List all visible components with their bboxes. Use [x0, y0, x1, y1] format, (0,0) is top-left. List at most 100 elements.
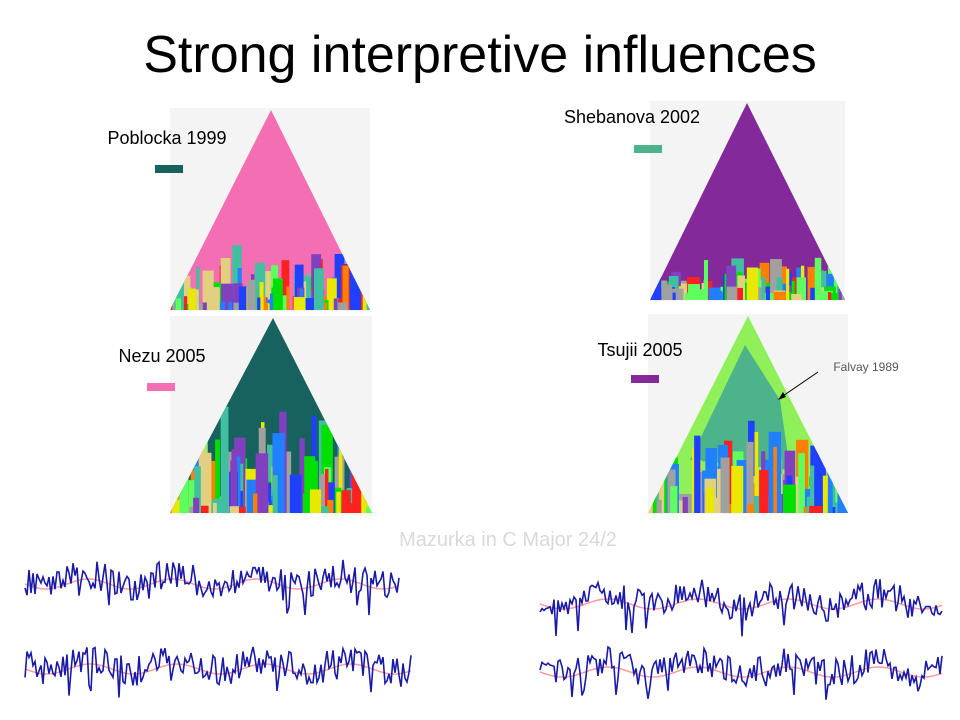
- noise-cell: [261, 271, 271, 310]
- noise-cell: [814, 257, 822, 300]
- noise-cell: [305, 298, 318, 310]
- noise-cell: [259, 302, 269, 310]
- noise-cell: [807, 266, 817, 300]
- noise-cell: [759, 470, 769, 513]
- annotation: Falvay 1989: [833, 360, 899, 374]
- noise-cell: [776, 277, 783, 300]
- noise-cell: [782, 484, 796, 513]
- noise-cell: [764, 292, 776, 300]
- noise-cell: [326, 278, 337, 310]
- noise-cell: [726, 265, 737, 300]
- noise-cell: [706, 488, 714, 513]
- wave: [24, 559, 400, 616]
- noise-cell: [319, 473, 326, 513]
- noise-cell: [830, 293, 839, 300]
- noise-cell: [761, 276, 766, 300]
- noise-cell: [202, 302, 209, 310]
- noise-cell: [731, 465, 744, 513]
- noise-cell: [338, 302, 348, 310]
- noise-cell: [796, 277, 806, 300]
- noise-cell: [238, 286, 247, 310]
- noise-cell: [268, 505, 273, 513]
- noise-cell: [289, 474, 302, 513]
- noise-cell: [847, 491, 848, 513]
- noise-cell: [754, 431, 759, 513]
- noise-cell: [664, 455, 669, 513]
- noise-cell: [200, 505, 209, 513]
- noise-cell: [319, 506, 329, 513]
- noise-cell: [746, 267, 759, 300]
- noise-cell: [215, 439, 220, 513]
- noise-cell: [746, 441, 754, 513]
- noise-cell: [791, 280, 795, 300]
- noise-cell: [266, 444, 274, 513]
- noise-cell: [236, 456, 241, 513]
- noise-cell: [655, 287, 662, 300]
- noise-cell: [334, 254, 345, 310]
- noise-cell: [820, 475, 832, 513]
- noise-cell: [682, 496, 688, 513]
- noise-cell: [309, 489, 322, 513]
- noise-cell: [194, 466, 201, 513]
- noise-cell: [341, 490, 351, 513]
- noise-cell: [257, 297, 261, 310]
- noise-cell: [228, 301, 233, 310]
- noise-cell: [259, 282, 264, 310]
- noise-cell: [183, 275, 191, 310]
- noise-cell: [212, 502, 217, 513]
- noise-cell: [230, 460, 238, 513]
- legend-swatch: [147, 383, 175, 391]
- noise-cell: [656, 499, 662, 513]
- noise-cell: [827, 472, 833, 513]
- noise-cell: [272, 278, 283, 310]
- noise-cell: [365, 506, 372, 513]
- noise-cell: [838, 502, 843, 513]
- noise-cell: [206, 287, 220, 310]
- annotation-arrow: [779, 371, 819, 399]
- panel-label: Poblocka 1999: [107, 128, 226, 148]
- noise-cell: [680, 283, 690, 300]
- noise-cell: [770, 259, 782, 300]
- noise-cell: [286, 451, 292, 513]
- noise-cell: [336, 491, 341, 513]
- noise-cell: [338, 441, 343, 513]
- noise-group: [648, 400, 848, 513]
- noise-cell: [791, 293, 802, 300]
- noise-cell: [253, 493, 258, 513]
- noise-cell: [293, 297, 306, 310]
- noise-cell: [234, 506, 246, 513]
- noise-cell: [726, 286, 738, 300]
- noise-cell: [342, 265, 349, 310]
- noise-cell: [703, 260, 709, 300]
- noise-cell: [233, 283, 243, 310]
- noise-cell: [174, 275, 184, 310]
- noise-cell: [659, 284, 672, 300]
- noise-cell: [313, 268, 324, 310]
- slide-title: Strong interpretive influences: [143, 26, 817, 84]
- noise-cell: [286, 286, 290, 310]
- noise-cell: [773, 291, 786, 300]
- wave: [539, 578, 943, 637]
- noise-cell: [835, 502, 839, 513]
- noise-cell: [789, 277, 802, 300]
- noise-cell: [229, 506, 239, 513]
- noise-cell: [294, 264, 304, 310]
- noise-cell: [821, 290, 833, 300]
- noise-cell: [188, 288, 196, 310]
- noise-cell: [220, 406, 229, 513]
- noise-cell: [247, 279, 256, 310]
- noise-cell: [327, 499, 334, 513]
- legend-swatch: [631, 375, 659, 383]
- panel-label: Nezu 2005: [118, 346, 205, 366]
- noise-cell: [333, 298, 338, 310]
- legend-swatch: [155, 165, 183, 173]
- tempo-curves: [24, 559, 943, 700]
- noise-cell: [720, 457, 730, 513]
- noise-cell: [827, 292, 832, 300]
- noise-cell: [670, 486, 678, 513]
- noise-cell: [694, 435, 701, 513]
- noise-cell: [685, 292, 692, 300]
- noise-cell: [717, 290, 723, 300]
- noise-cell: [247, 486, 254, 513]
